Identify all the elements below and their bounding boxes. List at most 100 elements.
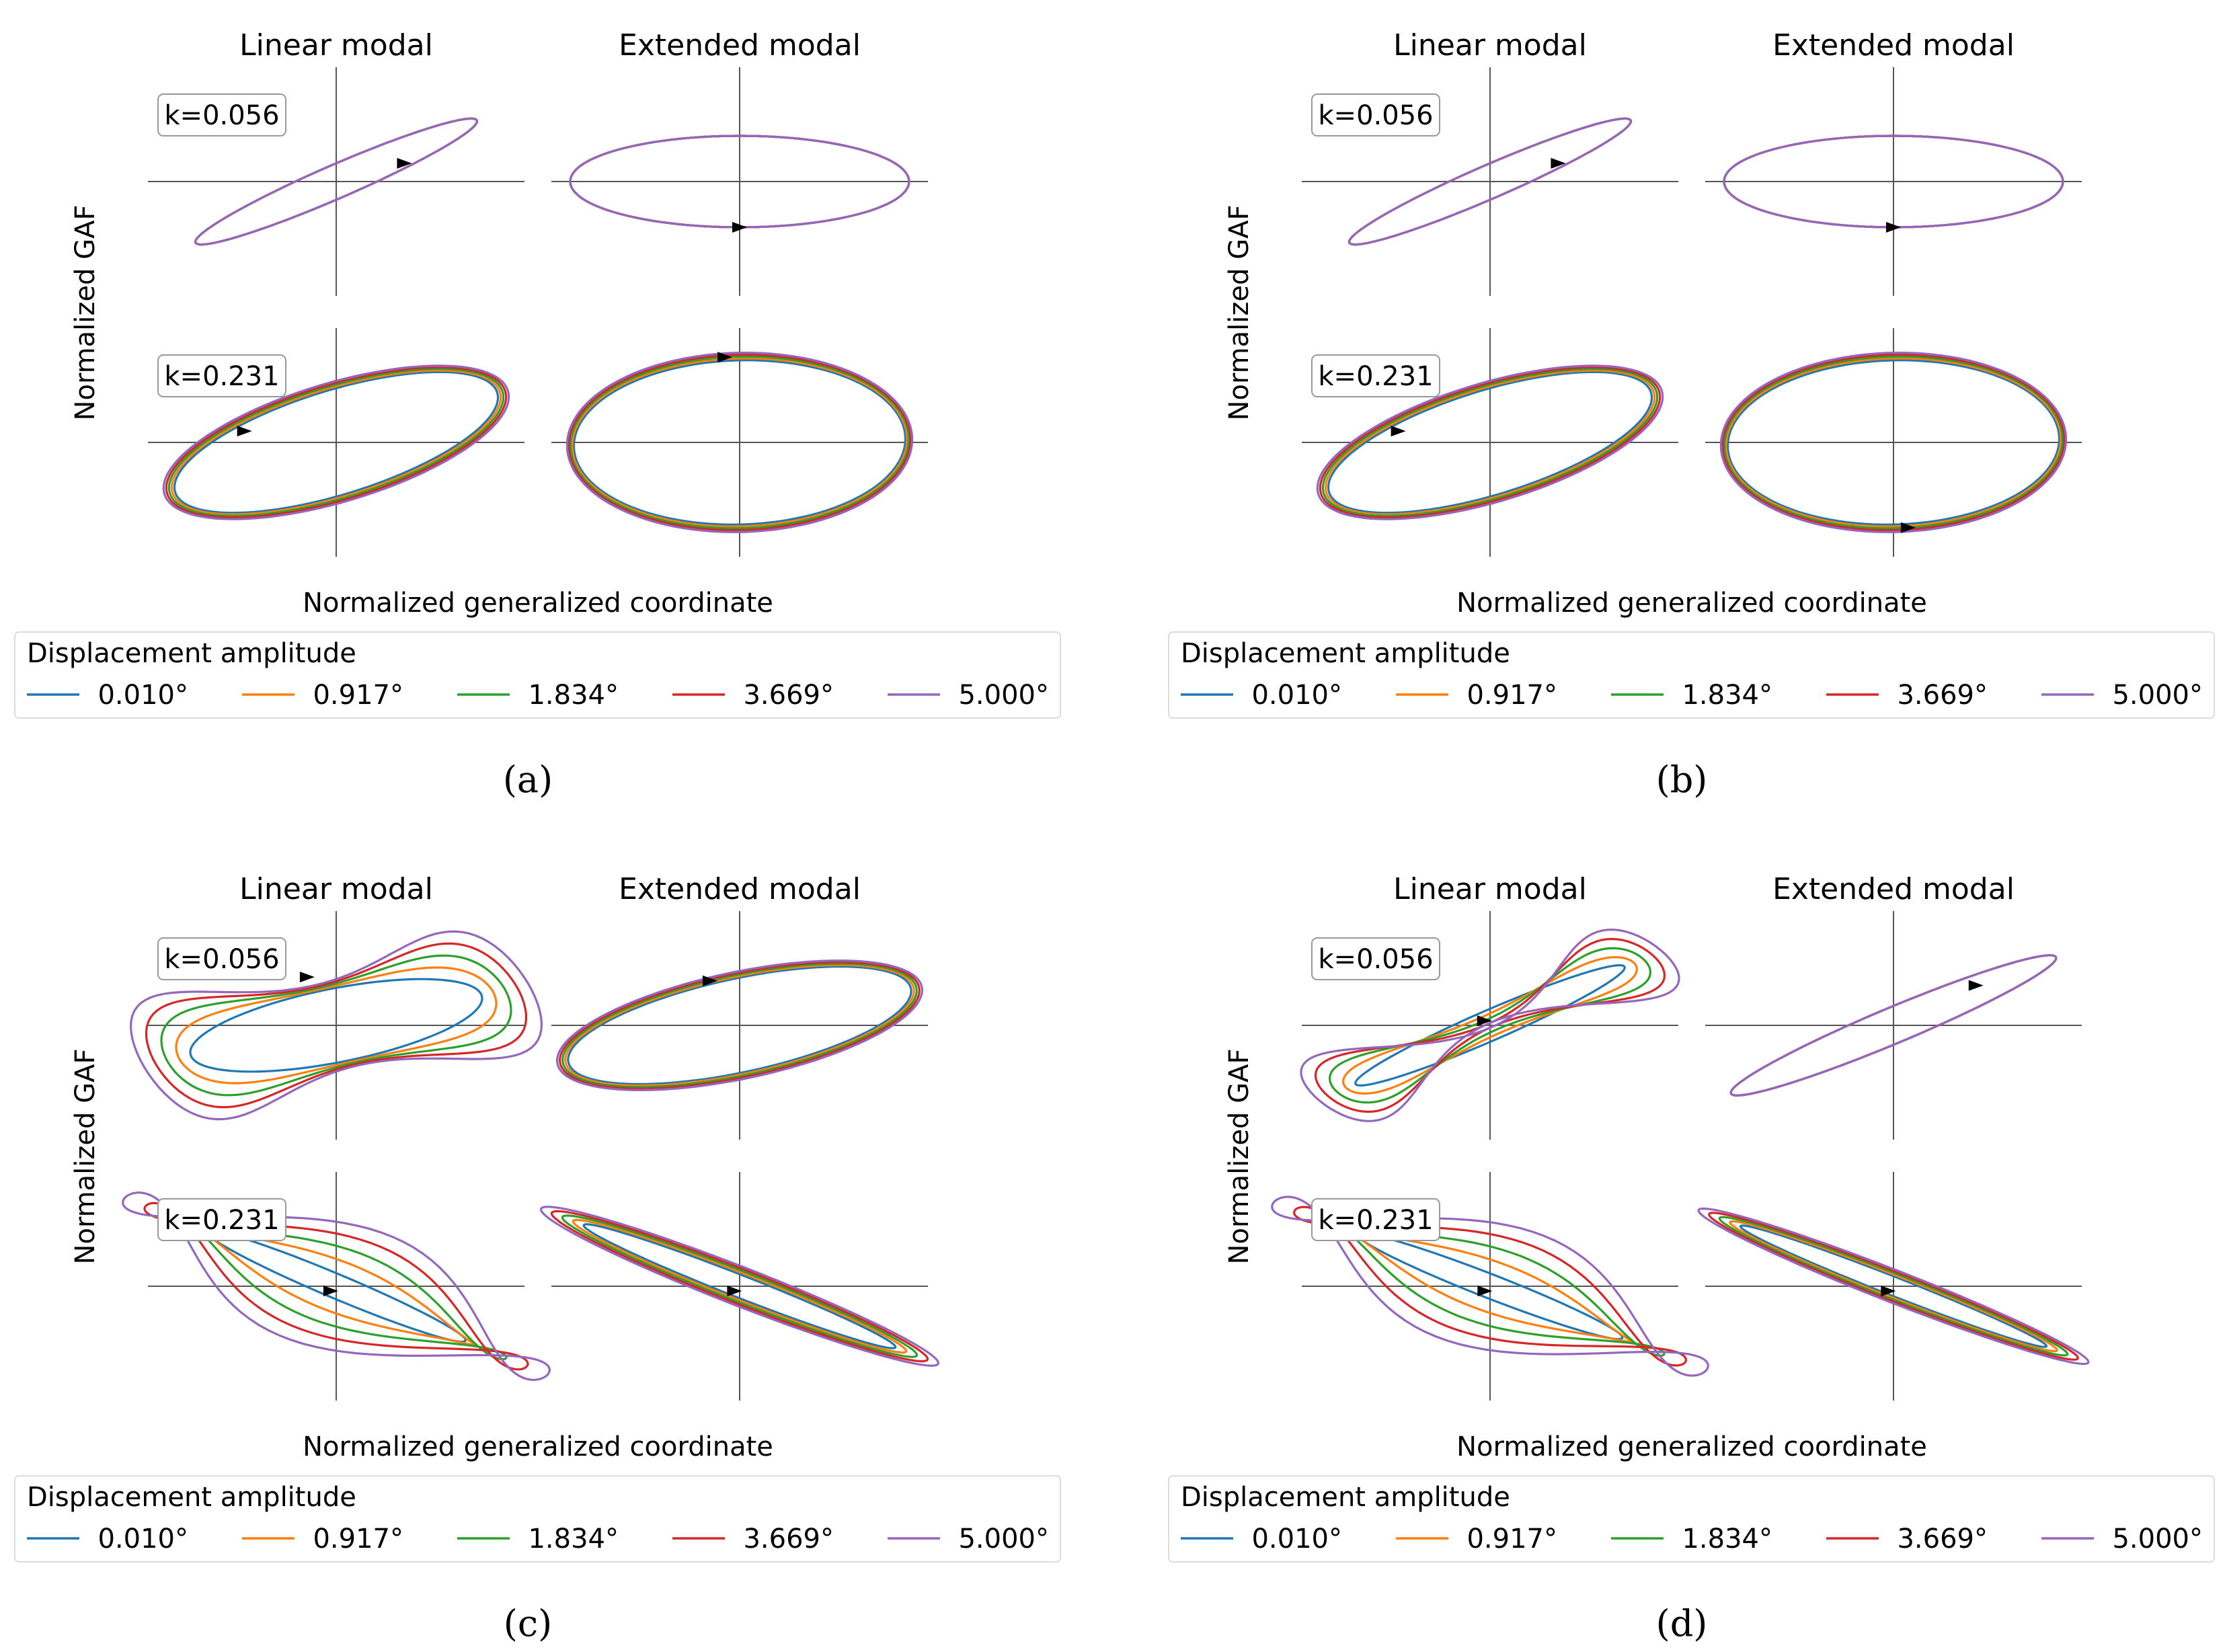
series-curve-0.917°	[170, 369, 502, 516]
panel-a: Linear modal Extended modal Normalized GAF…	[14, 28, 1061, 801]
series-curve-0.010°	[1327, 370, 1653, 514]
k-label-box	[157, 1198, 286, 1241]
direction-arrow	[323, 1285, 338, 1296]
subplot-k056-extended	[1705, 911, 2082, 1140]
subplot-k056-linear	[1300, 911, 1680, 1140]
k-label-box	[157, 937, 286, 980]
series-curve-5.000°	[565, 351, 914, 534]
legend-label: 1.834°	[528, 680, 619, 711]
k-label-box	[1311, 937, 1440, 980]
series-curve-1.834°	[160, 954, 512, 1097]
subplot-k056-linear	[129, 911, 543, 1140]
legend-label: 0.010°	[1251, 680, 1342, 711]
subplot-k231-extended	[1705, 328, 2082, 557]
panel-c: Linear modal Extended modal Normalized GAF…	[14, 872, 1061, 1645]
series-curve-3.669°	[1319, 366, 1662, 519]
direction-arrow	[702, 975, 717, 986]
x-axis-label: Normalized generalized coordinate	[1456, 588, 1927, 619]
x-axis-label: Normalized generalized coordinate	[303, 588, 773, 619]
legend-label: 1.834°	[528, 1524, 619, 1555]
series-curve-5.000°	[1316, 364, 1664, 520]
legend-label: 0.010°	[1251, 1524, 1342, 1555]
column-title: Extended modal	[619, 28, 861, 63]
subplot-k231-linear	[148, 328, 524, 557]
series-curve-5.000°	[194, 117, 479, 246]
series-curve-0.010°	[1739, 1224, 2048, 1348]
k-label-box	[1311, 93, 1440, 136]
direction-arrow	[717, 352, 733, 363]
direction-arrow	[1391, 426, 1406, 437]
series-curve-5.000°	[540, 1206, 939, 1367]
y-axis-label: Normalized GAF	[1224, 205, 1255, 421]
direction-arrow	[732, 222, 747, 233]
direction-arrow	[237, 426, 252, 437]
direction-arrow	[397, 157, 412, 169]
direction-arrow	[1886, 222, 1901, 233]
y-axis-label: Normalized GAF	[70, 205, 101, 421]
series-curve-1.834°	[561, 962, 918, 1089]
series-curve-3.669°	[1708, 1212, 2079, 1361]
direction-arrow	[299, 972, 315, 983]
series-curve-5.000°	[1347, 117, 1633, 246]
series-curve-0.010°	[173, 370, 500, 514]
legend-label: 5.000°	[958, 680, 1049, 711]
series-curve-5.000°	[1723, 134, 2064, 229]
legend-label: 1.834°	[1682, 1524, 1772, 1555]
legend-label: 0.917°	[313, 1524, 403, 1555]
series-curve-5.000°	[569, 134, 910, 229]
direction-arrow	[1551, 157, 1566, 169]
direction-arrow	[727, 1286, 742, 1297]
k-label-box	[157, 354, 286, 397]
column-title: Linear modal	[1393, 28, 1587, 63]
k-label: k=0.056	[164, 944, 279, 975]
k-label: k=0.231	[164, 361, 279, 392]
legend-box	[14, 1475, 1061, 1563]
series-curve-1.834°	[1718, 1216, 2069, 1357]
legend-title: Displacement amplitude	[27, 1482, 356, 1513]
k-label: k=0.231	[164, 1205, 279, 1236]
subplot-k056-extended	[1705, 67, 2082, 296]
subplot-k231-extended	[540, 1172, 939, 1401]
k-label-box	[157, 93, 286, 136]
k-label: k=0.056	[1318, 944, 1433, 975]
subplot-k056-extended	[551, 911, 928, 1140]
column-title: Extended modal	[619, 872, 861, 906]
series-curve-0.917°	[571, 357, 908, 528]
column-title: Linear modal	[1393, 872, 1587, 906]
subplot-k231-extended	[551, 328, 928, 557]
series-curve-5.000°	[1719, 351, 2068, 534]
series-curve-0.917°	[1729, 1220, 2058, 1353]
series-curve-1.834°	[569, 355, 910, 530]
legend-box	[1168, 1475, 2215, 1563]
series-curve-0.010°	[572, 359, 907, 526]
legend-label: 5.000°	[958, 1524, 1049, 1555]
panel-d: Linear modal Extended modal Normalized GAF…	[1168, 872, 2215, 1645]
legend-label: 1.834°	[1682, 680, 1772, 711]
direction-arrow	[1477, 1015, 1492, 1027]
series-curve-0.917°	[1324, 369, 1656, 516]
direction-arrow	[1968, 980, 1984, 991]
series-curve-1.834°	[561, 1214, 919, 1358]
series-curve-5.000°	[1300, 929, 1680, 1122]
y-axis-label: Normalized GAF	[70, 1049, 101, 1265]
legend-label: 0.010°	[97, 680, 188, 711]
series-curve-1.834°	[1723, 355, 2064, 530]
series-curve-5.000°	[129, 930, 543, 1121]
k-label-box	[1311, 1198, 1440, 1241]
subplot-k056-linear	[148, 67, 524, 296]
column-title: Linear modal	[239, 28, 433, 63]
legend-box	[1168, 631, 2215, 719]
x-axis-label: Normalized generalized coordinate	[303, 1431, 773, 1462]
series-curve-0.010°	[189, 978, 483, 1073]
k-label: k=0.231	[1318, 361, 1433, 392]
series-curve-5.000°	[1697, 1207, 2090, 1366]
panel-label: (d)	[1656, 1602, 1708, 1645]
legend-label: 3.669°	[1897, 1524, 1988, 1555]
subplot-k231-extended	[1697, 1172, 2090, 1401]
series-curve-3.669°	[550, 1210, 929, 1363]
series-curve-5.000°	[162, 364, 510, 520]
legend-label: 5.000°	[2112, 1524, 2203, 1555]
legend-label: 0.917°	[1467, 1524, 1557, 1555]
x-axis-label: Normalized generalized coordinate	[1456, 1431, 1927, 1462]
